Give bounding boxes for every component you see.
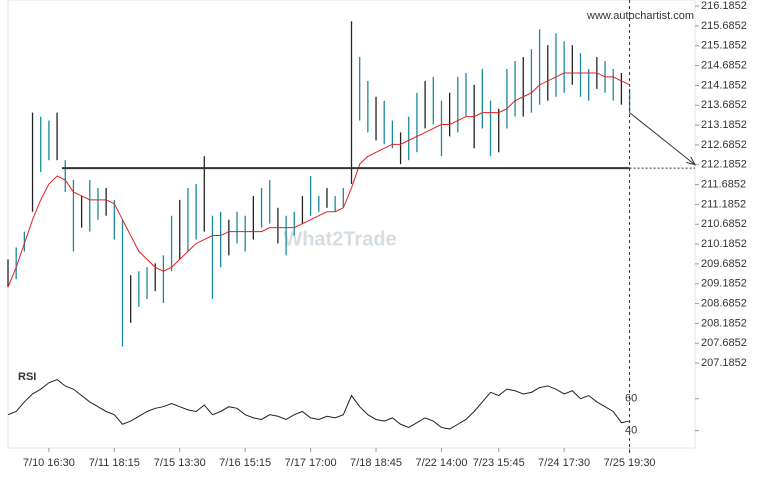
rsi-line bbox=[7, 379, 630, 430]
source: www.autochartist.com bbox=[586, 10, 694, 22]
x-tick-label: 7/10 16:30 bbox=[23, 457, 75, 469]
x-tick-label: 7/23 15:45 bbox=[473, 457, 525, 469]
y-tick-label: 209.6852 bbox=[701, 258, 747, 270]
y-tick-label: 207.1852 bbox=[701, 357, 747, 369]
y-tick-label: 214.6852 bbox=[701, 60, 747, 72]
y-tick-label: 212.6852 bbox=[701, 139, 747, 151]
y-tick-label: 208.6852 bbox=[701, 297, 747, 309]
x-tick-label: 7/25 19:30 bbox=[604, 457, 656, 469]
rsi-tick-label: 60 bbox=[625, 393, 637, 405]
x-tick-label: 7/16 15:15 bbox=[219, 457, 271, 469]
arrow-head bbox=[686, 156, 697, 166]
rsi-tick-label: 40 bbox=[625, 425, 637, 437]
y-tick-label: 209.1852 bbox=[701, 278, 747, 290]
moving-average bbox=[7, 72, 630, 288]
x-tick-label: 7/17 17:00 bbox=[285, 457, 337, 469]
y-tick-label: 207.6852 bbox=[701, 337, 747, 349]
x-tick-label: 7/22 14:00 bbox=[415, 457, 467, 469]
y-tick-label: 216.1852 bbox=[701, 0, 747, 12]
y-tick-label: 211.1852 bbox=[701, 198, 746, 210]
watermark: What2Trade bbox=[283, 228, 396, 250]
x-tick-label: 7/18 18:45 bbox=[350, 457, 402, 469]
y-tick-label: 210.6852 bbox=[701, 218, 747, 230]
y-tick-label: 215.6852 bbox=[701, 20, 747, 32]
rsi-label: RSI bbox=[18, 371, 36, 383]
y-tick-label: 214.1852 bbox=[701, 79, 747, 91]
y-tick-label: 212.1852 bbox=[701, 159, 747, 171]
x-tick-label: 7/15 13:30 bbox=[154, 457, 206, 469]
y-tick-label: 215.1852 bbox=[701, 40, 747, 52]
x-tick-label: 7/24 17:30 bbox=[538, 457, 590, 469]
y-tick-label: 211.6852 bbox=[701, 178, 746, 190]
x-tick-label: 7/11 18:15 bbox=[89, 457, 140, 469]
forecast-arrow bbox=[629, 112, 696, 166]
y-tick-label: 213.6852 bbox=[701, 99, 747, 111]
y-tick-label: 210.1852 bbox=[701, 238, 747, 250]
y-tick-label: 213.1852 bbox=[701, 119, 747, 131]
y-tick-label: 208.1852 bbox=[701, 317, 747, 329]
